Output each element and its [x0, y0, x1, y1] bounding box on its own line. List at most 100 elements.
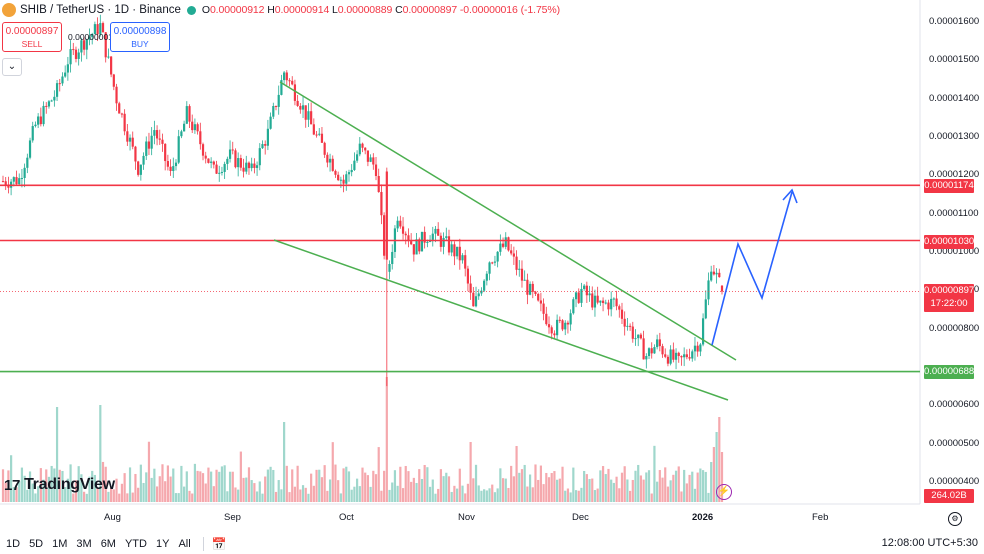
candle-body: [110, 56, 113, 75]
timeframe-ytd[interactable]: YTD: [124, 538, 147, 550]
last-price: 0.00000897: [924, 285, 975, 296]
candle-body: [464, 255, 467, 269]
volume-bar: [380, 490, 383, 502]
candle-body: [115, 86, 118, 104]
candle-body: [150, 135, 153, 149]
volume-bar: [612, 482, 615, 502]
volume-bar: [261, 493, 264, 502]
volume-bar: [61, 470, 64, 502]
candle-body: [296, 100, 299, 106]
timeframe-1y[interactable]: 1Y: [155, 538, 170, 550]
candle-body: [258, 148, 261, 166]
candle-body: [720, 285, 724, 292]
volume-bar: [69, 464, 72, 502]
tradingview-logo: 17 TradingView: [4, 476, 115, 494]
candle-body: [231, 149, 234, 151]
candle-body: [688, 357, 691, 359]
utc-clock[interactable]: 12:08:00 UTC+5:30: [881, 537, 978, 549]
candle-body: [391, 251, 394, 265]
candle-body: [599, 300, 602, 303]
candle-body: [507, 237, 510, 251]
volume-bar: [510, 465, 513, 502]
candle-body: [42, 105, 45, 125]
candle-body: [112, 74, 115, 87]
timeframe-3m[interactable]: 3M: [76, 538, 92, 550]
gear-icon[interactable]: ⚙: [948, 512, 962, 526]
volume-bar: [215, 469, 218, 502]
volume-bar: [664, 467, 667, 502]
candle-body: [618, 306, 621, 310]
volume-bar: [399, 466, 402, 502]
candle-body: [369, 157, 372, 162]
collapse-legend-button[interactable]: ⌄: [2, 58, 22, 76]
volume-bar: [620, 472, 624, 502]
timeframe-1m[interactable]: 1M: [52, 538, 68, 550]
volume-bar: [337, 480, 340, 502]
candle-body: [591, 293, 594, 308]
sell-button[interactable]: 0.00000897 SELL: [2, 22, 62, 52]
timeframe-5d[interactable]: 5D: [29, 538, 44, 550]
volume-bar: [204, 483, 207, 502]
candle-body: [91, 34, 94, 37]
volume-bar: [504, 478, 507, 502]
volume-bar: [528, 474, 532, 502]
candle-body: [647, 348, 651, 357]
calendar-icon[interactable]: 📅: [211, 537, 227, 551]
candle-body: [347, 172, 351, 175]
candle-body: [566, 322, 570, 325]
candle-body: [55, 83, 59, 97]
volume-bar: [58, 469, 61, 502]
candle-body: [523, 279, 526, 281]
volume-bar: [634, 470, 637, 502]
candle-body: [366, 150, 370, 162]
volume-bar: [285, 465, 288, 502]
volume-bar: [720, 452, 724, 502]
candle-body: [15, 177, 18, 185]
candle-body: [153, 130, 156, 136]
volume-bar: [704, 471, 707, 502]
timeframe-all[interactable]: All: [178, 538, 191, 550]
candle-body: [615, 298, 618, 307]
volume-bar: [693, 488, 697, 502]
candle-body: [604, 302, 607, 304]
volume-bar: [480, 490, 483, 502]
candle-body: [201, 144, 205, 156]
volume-bar: [385, 377, 388, 502]
volume-bar: [155, 486, 159, 502]
volume-bar: [166, 465, 169, 502]
candle-body: [712, 271, 715, 275]
volume-bar: [412, 477, 415, 502]
volume-bar: [158, 476, 161, 502]
candle-body: [77, 52, 80, 59]
volume-bar: [496, 488, 499, 502]
buy-button[interactable]: 0.00000898 BUY: [110, 22, 170, 52]
candle-body: [131, 137, 134, 147]
volume-bar: [120, 483, 124, 502]
candle-body: [242, 167, 245, 172]
timeframe-6m[interactable]: 6M: [100, 538, 116, 550]
time-tick-label: Aug: [104, 512, 121, 523]
volume-bar: [445, 472, 448, 502]
volume-bar: [34, 493, 37, 502]
timeframe-1d[interactable]: 1D: [6, 538, 21, 550]
candle-body: [128, 137, 132, 142]
candle-body: [550, 327, 553, 334]
volume-bar: [20, 467, 24, 502]
volume-bar: [226, 491, 229, 502]
candle-body: [47, 101, 51, 107]
volume-bar: [485, 490, 488, 502]
sell-price: 0.00000897: [5, 26, 59, 37]
candle-body: [561, 320, 564, 330]
volume-bar: [388, 489, 391, 502]
volume-bar: [377, 447, 380, 502]
volume-bar: [458, 468, 461, 502]
volume-bar: [80, 474, 83, 502]
volume-bar: [93, 474, 97, 502]
volume-bar: [42, 479, 45, 502]
volume-bar: [626, 479, 629, 502]
volume-bar: [185, 471, 188, 502]
lightning-icon[interactable]: ⚡: [716, 484, 732, 500]
candle-body: [658, 339, 661, 347]
symbol-title[interactable]: SHIB / TetherUS · 1D · Binance: [20, 4, 181, 16]
